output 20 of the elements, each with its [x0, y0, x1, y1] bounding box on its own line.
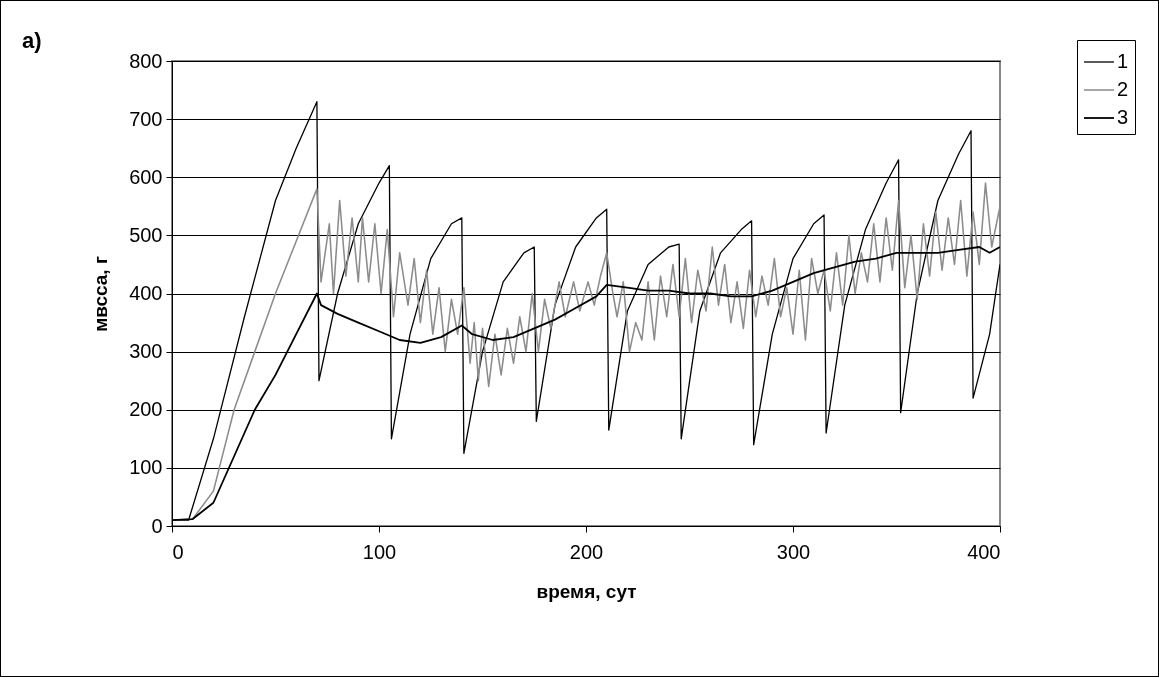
y-tick-label: 0 — [151, 514, 163, 537]
y-tick-label: 800 — [129, 49, 163, 72]
y-tick-label: 700 — [129, 107, 163, 130]
legend-label: 2 — [1117, 78, 1129, 100]
legend-label: 3 — [1117, 106, 1129, 128]
x-tick-label: 400 — [967, 540, 1001, 563]
x-axis-title: время, сут — [536, 580, 637, 602]
x-tick-label: 100 — [362, 540, 397, 563]
x-tick-label: 200 — [569, 540, 604, 563]
x-tick-label: 0 — [172, 540, 184, 563]
legend-label: 1 — [1117, 50, 1129, 72]
y-tick-label: 300 — [129, 340, 163, 363]
y-axis-title: мвсса, г — [90, 256, 112, 332]
y-tick-label: 100 — [129, 456, 163, 479]
y-tick-label: 400 — [129, 282, 163, 304]
text: а) — [22, 28, 42, 53]
x-tick-label: 300 — [776, 540, 811, 563]
y-tick-label: 200 — [129, 398, 163, 421]
y-tick-label: 600 — [129, 165, 163, 188]
y-tick-label: 500 — [129, 223, 163, 246]
